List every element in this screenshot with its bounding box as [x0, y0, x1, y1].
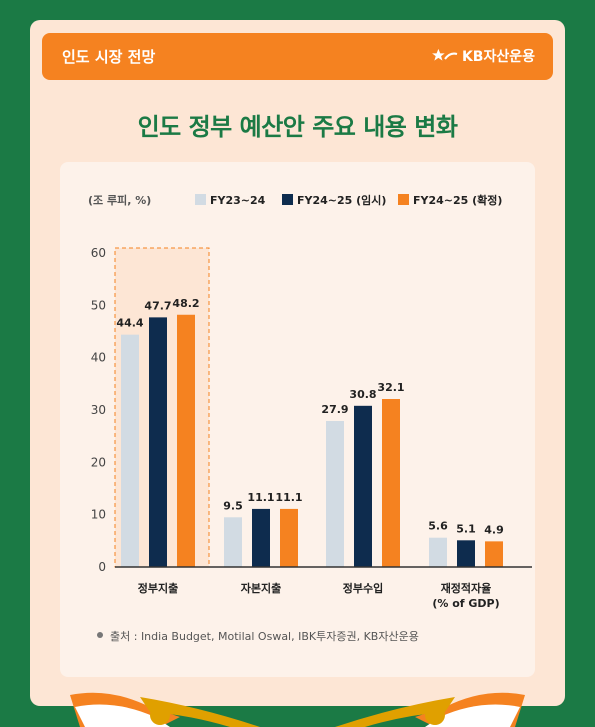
- y-tick-label: 0: [98, 560, 106, 574]
- bar-2-2: [382, 399, 400, 567]
- data-label-2-2: 32.1: [377, 381, 404, 394]
- legend-swatch-0: [195, 194, 206, 205]
- y-tick-label: 30: [91, 403, 106, 417]
- kb-star-icon: [432, 48, 458, 61]
- data-label-1-2: 11.1: [275, 491, 302, 504]
- data-label-3-1: 5.1: [456, 522, 476, 535]
- header-bar: 인도 시장 전망 KB자산운용: [42, 33, 553, 80]
- data-label-3-0: 5.6: [428, 520, 448, 533]
- bar-1-2: [280, 508, 298, 567]
- bar-3-0: [429, 537, 447, 567]
- legend-label-1: FY24~25 (임시): [297, 194, 386, 207]
- bar-0-0: [121, 334, 139, 567]
- brand-logo: KB자산운용: [432, 46, 535, 66]
- category-label-1: 자본지출: [241, 581, 281, 595]
- source-bullet: [97, 632, 103, 638]
- y-tick-label: 50: [91, 298, 106, 312]
- header-title: 인도 시장 전망: [62, 48, 156, 66]
- data-label-1-1: 11.1: [247, 491, 274, 504]
- data-label-1-0: 9.5: [223, 499, 243, 512]
- bar-3-2: [485, 541, 503, 567]
- category-label-3: 재정적자율: [441, 581, 492, 595]
- bar-1-0: [224, 517, 242, 567]
- category-label-3: (% of GDP): [432, 597, 499, 610]
- bar-0-1: [149, 317, 167, 567]
- legend-swatch-1: [282, 194, 293, 205]
- data-label-2-1: 30.8: [349, 388, 376, 401]
- category-label-0: 정부지출: [138, 581, 178, 595]
- y-tick-label: 40: [91, 351, 106, 365]
- y-tick-label: 20: [91, 455, 106, 469]
- bar-2-0: [326, 420, 344, 567]
- chart-panel: (조 루피, %) FY23~24 FY24~25 (임시) FY24~25 (확정)…: [60, 162, 535, 677]
- data-label-0-2: 48.2: [172, 297, 199, 310]
- legend-swatch-2: [398, 194, 409, 205]
- brand-logo-text: KB자산운용: [461, 49, 535, 65]
- y-tick-label: 10: [91, 508, 106, 522]
- bar-chart: (조 루피, %) FY23~24 FY24~25 (임시) FY24~25 (확정)…: [88, 193, 532, 643]
- data-label-0-1: 47.7: [144, 299, 171, 312]
- page-title: 인도 정부 예산안 주요 내용 변화: [137, 113, 458, 141]
- unit-label: (조 루피, %): [88, 193, 151, 207]
- bar-3-1: [457, 540, 475, 567]
- category-label-2: 정부수입: [343, 581, 383, 595]
- legend-label-2: FY24~25 (확정): [413, 193, 502, 207]
- bar-1-1: [252, 508, 270, 567]
- source-text: 출처 : India Budget, Motilal Oswal, IBK투자증…: [110, 630, 419, 643]
- data-label-3-2: 4.9: [484, 523, 504, 536]
- data-label-0-0: 44.4: [116, 317, 143, 330]
- bar-0-2: [177, 314, 195, 567]
- y-tick-label: 60: [91, 246, 106, 260]
- legend-label-0: FY23~24: [210, 194, 266, 207]
- data-label-2-0: 27.9: [321, 403, 348, 416]
- tricolor-ribbon: [70, 692, 525, 727]
- bar-2-1: [354, 405, 372, 567]
